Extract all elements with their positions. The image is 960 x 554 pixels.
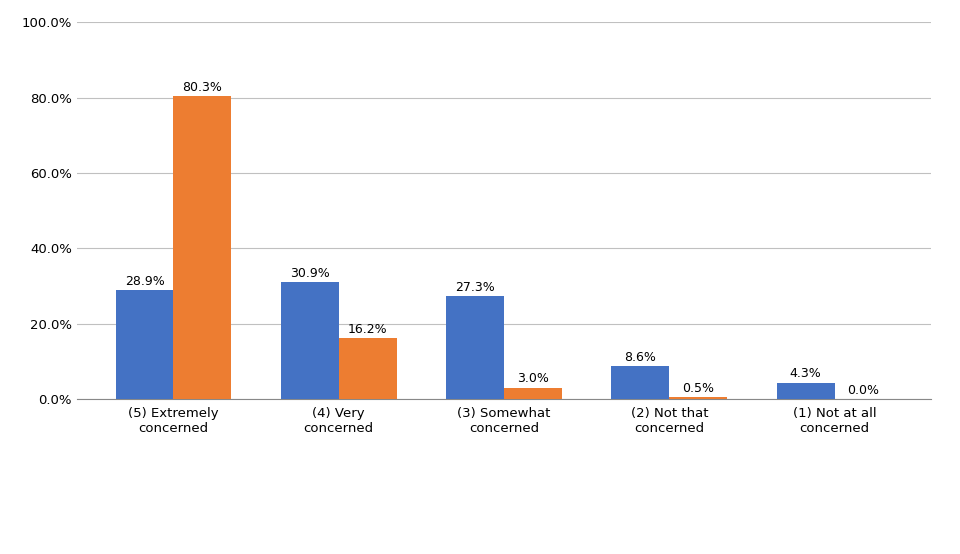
Bar [115, 290, 174, 399]
Bar [174, 96, 231, 399]
Text: 8.6%: 8.6% [624, 351, 657, 364]
Text: 28.9%: 28.9% [125, 275, 164, 288]
Bar [281, 283, 339, 399]
Text: 0.5%: 0.5% [683, 382, 714, 395]
Bar [777, 383, 834, 399]
Text: 4.3%: 4.3% [790, 367, 822, 381]
Bar [339, 338, 396, 399]
Bar [504, 388, 562, 399]
Text: 0.0%: 0.0% [848, 383, 879, 397]
Text: 27.3%: 27.3% [455, 281, 495, 294]
Text: 80.3%: 80.3% [182, 81, 223, 94]
Bar [446, 296, 504, 399]
Text: 16.2%: 16.2% [348, 322, 388, 336]
Bar [612, 367, 669, 399]
Bar [669, 397, 727, 399]
Text: 30.9%: 30.9% [290, 267, 329, 280]
Text: 3.0%: 3.0% [517, 372, 549, 386]
